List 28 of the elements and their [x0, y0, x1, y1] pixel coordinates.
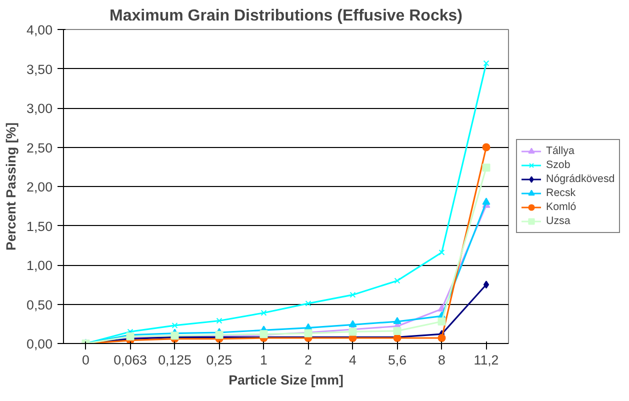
- legend-label: Komló: [546, 200, 576, 214]
- legend-label: Nógrádkövesd: [546, 172, 615, 186]
- legend-label: Recsk: [546, 186, 576, 200]
- y-tick-label: 4,00: [26, 22, 53, 38]
- x-tick-label: 8: [438, 352, 446, 368]
- legend-label: Uzsa: [546, 214, 570, 228]
- y-tick-label: 1,00: [26, 258, 53, 273]
- x-tick-label: 5,6: [388, 352, 407, 368]
- y-tick-label: 3,50: [26, 62, 53, 77]
- x-axis-title: Particle Size [mm]: [228, 372, 344, 388]
- x-tick-label: 11,2: [474, 352, 499, 368]
- x-tick-label: 4: [349, 352, 358, 368]
- x-tick-label: 1: [260, 352, 268, 368]
- x-tick-label: 0,125: [158, 352, 192, 368]
- chart-title: Maximum Grain Distributions (Effusive Rocks): [110, 8, 462, 24]
- y-tick-label: 2,50: [26, 140, 53, 156]
- y-tick-label: 3,00: [26, 101, 53, 116]
- x-tick-label: 2: [304, 352, 312, 368]
- x-tick-label: 0,25: [206, 352, 232, 368]
- y-tick-label: 2,00: [26, 180, 53, 194]
- y-tick-label: 0,50: [26, 297, 53, 312]
- y-axis-title: Percent Passing [%]: [4, 122, 19, 251]
- legend-label: Tállya: [546, 144, 574, 158]
- x-tick-label: 0: [82, 352, 90, 368]
- y-tick-label: 0,00: [26, 336, 53, 352]
- y-tick-label: 1,50: [26, 218, 53, 234]
- legend-label: Szob: [546, 158, 570, 172]
- x-tick-label: 0,063: [114, 352, 147, 368]
